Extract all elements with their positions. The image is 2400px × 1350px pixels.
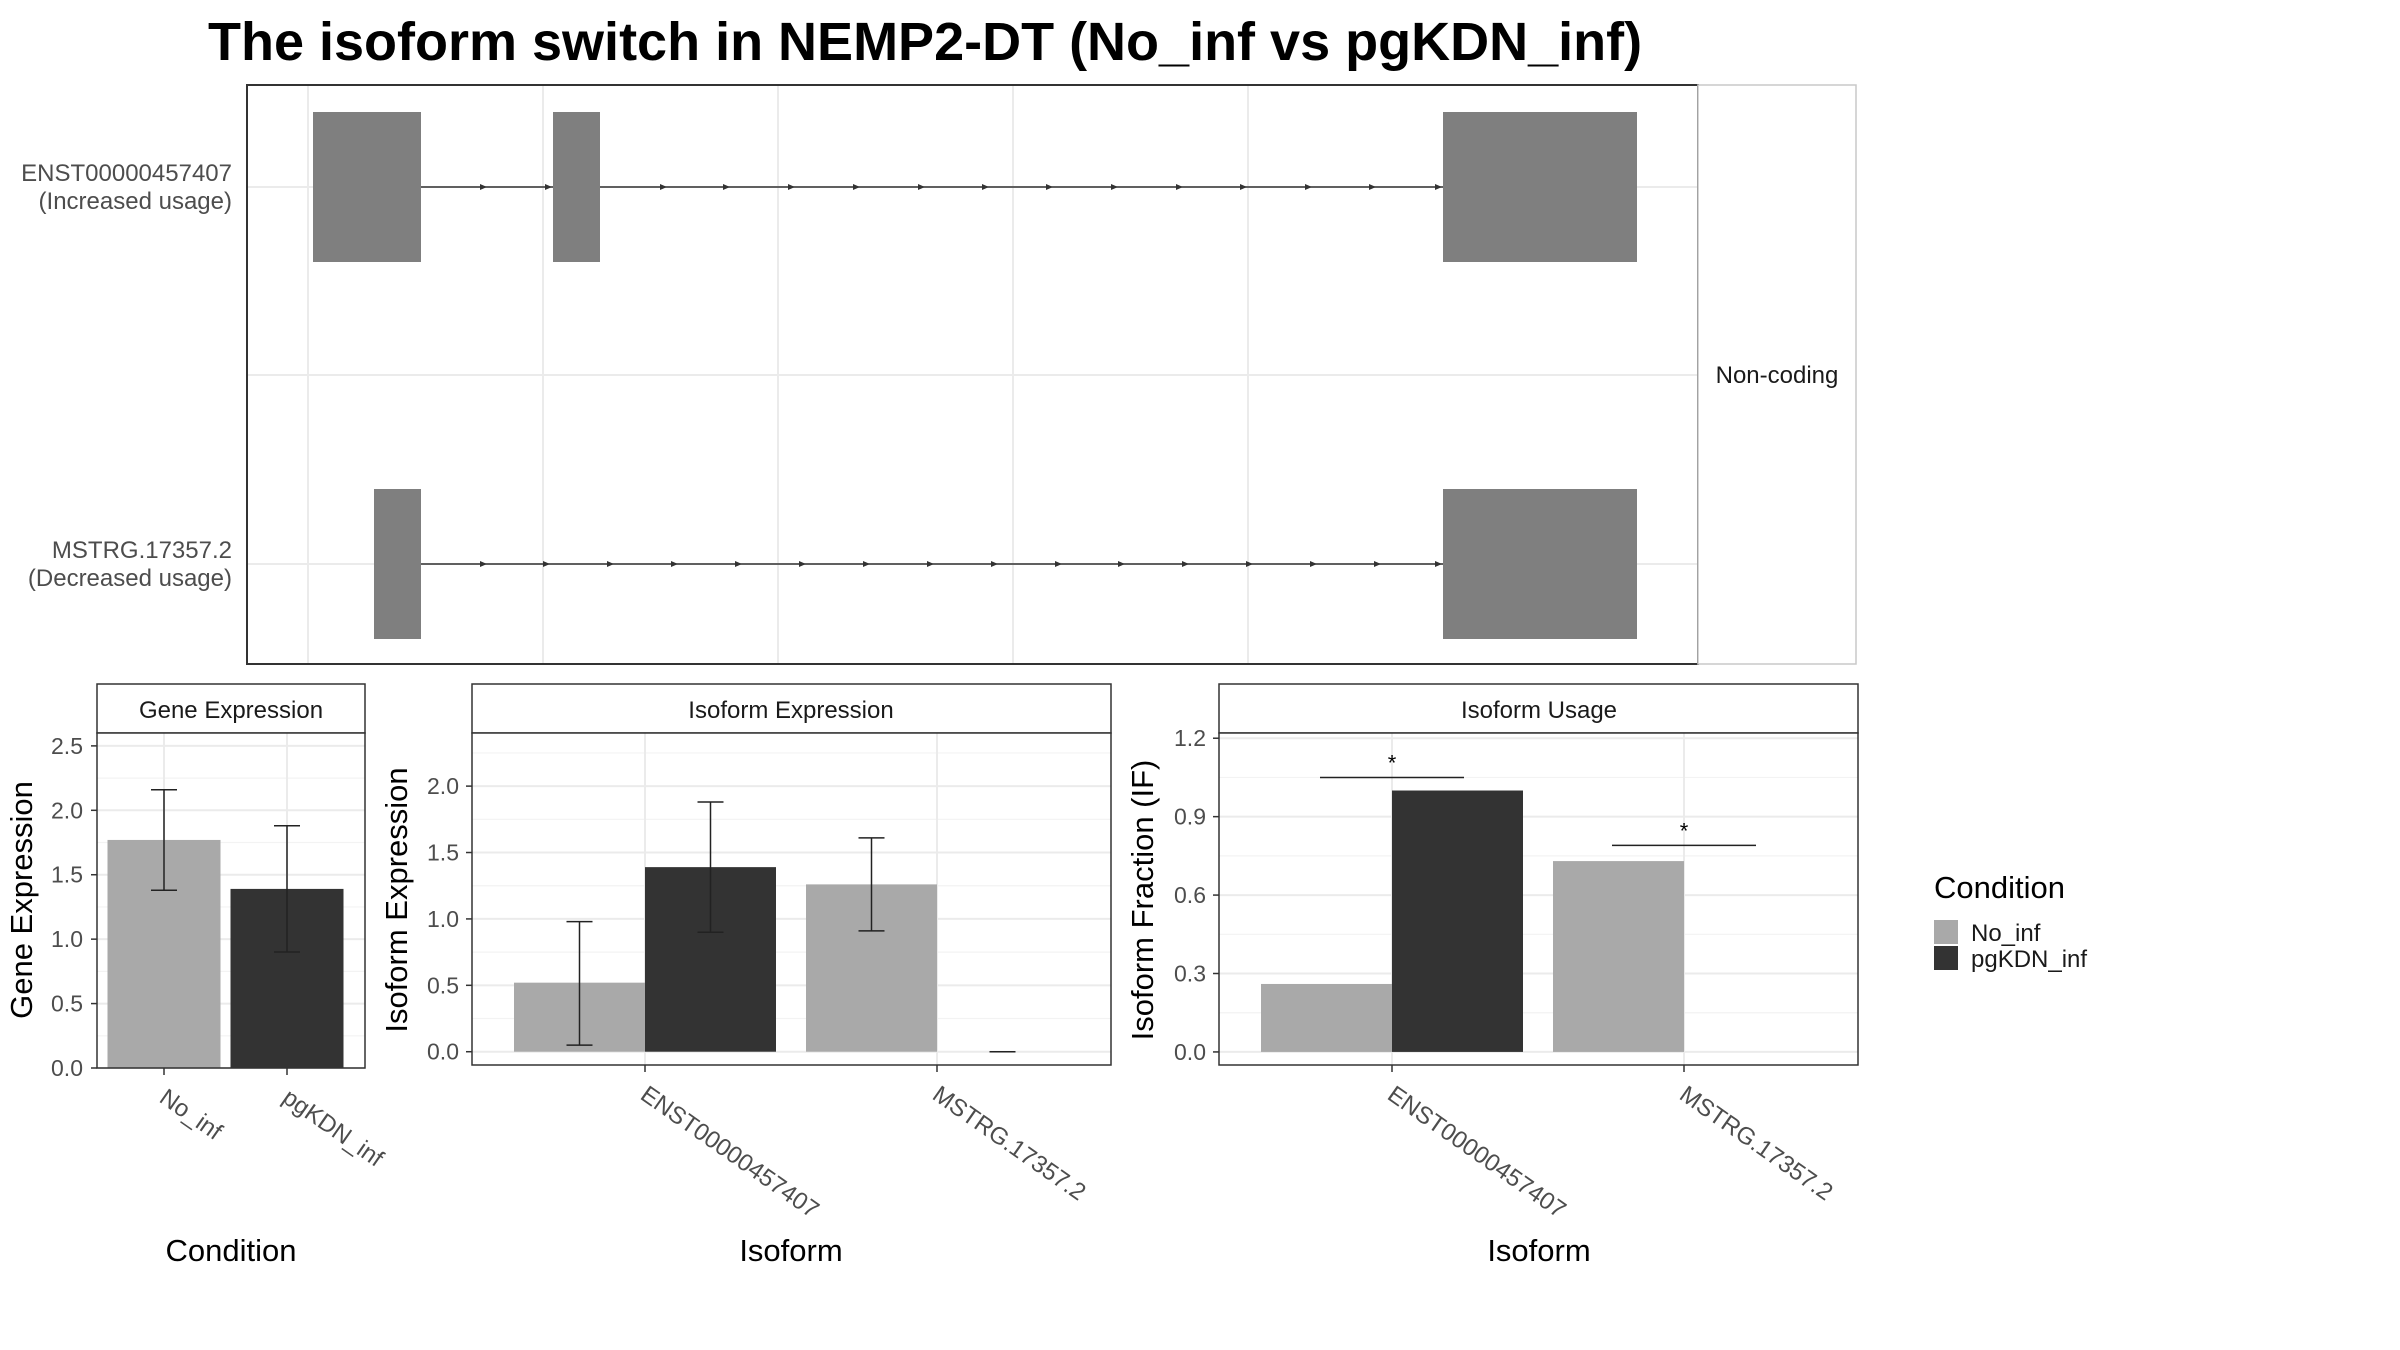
strand-arrow-2-3 — [671, 561, 678, 567]
gene-expression-xtick-label-0: No_inf — [155, 1084, 228, 1146]
isoform-expression-ytick-label-4: 2.0 — [427, 773, 459, 799]
strand-arrow-2-13 — [1310, 561, 1317, 567]
gene-expression-panel-title: Gene Expression — [139, 697, 323, 724]
gene-expression-x-label: Condition — [166, 1233, 297, 1268]
isoform-expression-ytick-label-2: 1.0 — [427, 906, 459, 932]
strand-arrow-2-1 — [543, 561, 550, 567]
strand-arrow-2-7 — [927, 561, 934, 567]
strand-arrow-2-15 — [1435, 561, 1442, 567]
isoform-usage-bar-0-0 — [1261, 983, 1392, 1052]
strand-arrow-2-8 — [991, 561, 998, 567]
isoform-usage-xtick-label-0: ENST00000457407 — [1383, 1081, 1571, 1224]
isoform-usage-significance-label-1: * — [1680, 818, 1689, 843]
legend-swatch-no-inf — [1934, 920, 1958, 944]
structure-strip-label: Non-coding — [1716, 362, 1839, 389]
isoform-expression-ytick-label-3: 1.5 — [427, 840, 459, 866]
structure-strip — [1697, 84, 1857, 665]
isoform-expression-xtick-label-1: MSTRG.17357.2 — [928, 1081, 1091, 1206]
strand-arrow-1-8 — [1046, 184, 1053, 190]
legend-label-pgkdn-inf: pgKDN_inf — [1971, 946, 2087, 973]
strand-arrow-1-0 — [480, 184, 487, 190]
strand-arrow-1-4 — [788, 184, 795, 190]
strand-arrow-1-14 — [1435, 184, 1442, 190]
legend-swatch-pgkdn-inf — [1934, 946, 1958, 970]
isoform-usage-plot-layer: * * 0.0 0.3 0.6 0.9 1.2 ENST00000457407 MSTRG.17… — [1174, 683, 1859, 1224]
gene-expression-plot-layer: 0.0 0.5 1.0 1.5 2.0 2.5 No_inf pgKDN_inf — [51, 683, 389, 1173]
transcript-label-2-id: MSTRG.17357.2 — [52, 537, 232, 564]
strand-arrow-1-12 — [1305, 184, 1312, 190]
strand-arrow-2-14 — [1374, 561, 1381, 567]
exon-2-2 — [1443, 489, 1637, 639]
structure-transcripts — [313, 112, 1637, 639]
isoform-usage-bar-1-0 — [1553, 861, 1684, 1052]
strand-arrow-1-9 — [1111, 184, 1118, 190]
isoform-expression-ytick-label-1: 0.5 — [427, 972, 459, 998]
gene-expression-ytick-label-4: 2.0 — [51, 797, 83, 823]
isoform-expression-ytick-label-0: 0.0 — [427, 1039, 459, 1065]
strand-arrow-2-10 — [1118, 561, 1125, 567]
legend: Condition No_inf pgKDN_inf — [1934, 870, 2087, 973]
isoform-usage-y-label: Isoform Fraction (IF) — [1125, 760, 1160, 1041]
strand-arrow-2-0 — [480, 561, 487, 567]
strand-arrow-1-7 — [982, 184, 989, 190]
gene-expression-ytick-label-1: 0.5 — [51, 991, 83, 1017]
figure-title: The isoform switch in NEMP2-DT (No_inf v… — [208, 12, 1642, 72]
strand-arrow-1-1 — [545, 184, 552, 190]
isoform-usage-ytick-label-2: 0.6 — [1174, 882, 1206, 908]
strand-arrow-1-2 — [660, 184, 667, 190]
isoform-expression-y-label: Isoform Expression — [379, 767, 414, 1032]
gene-expression-xtick-label-1: pgKDN_inf — [278, 1084, 389, 1173]
strand-arrow-1-13 — [1369, 184, 1376, 190]
isoform-expression-xtick-label-0: ENST00000457407 — [636, 1081, 824, 1224]
strand-arrow-2-4 — [735, 561, 742, 567]
exon-1-2 — [553, 112, 600, 262]
gene-expression-strip — [96, 683, 366, 734]
isoform-usage-ytick-label-1: 0.3 — [1174, 961, 1206, 987]
gene-expression-plot-border — [96, 732, 366, 1069]
isoform-expression-plot-border — [471, 732, 1112, 1066]
strand-arrow-2-5 — [799, 561, 806, 567]
transcript-label-2-note: (Decreased usage) — [28, 565, 232, 592]
gene-structure-panel: Non-coding ENST00000457407 (Increased us… — [21, 84, 1857, 665]
strand-arrow-1-3 — [723, 184, 730, 190]
strand-arrow-1-5 — [853, 184, 860, 190]
exon-1-3 — [1443, 112, 1637, 262]
gene-expression-panel: 0.0 0.5 1.0 1.5 2.0 2.5 No_inf pgKDN_inf Gene E… — [4, 683, 389, 1268]
strand-arrow-1-10 — [1176, 184, 1183, 190]
isoform-expression-strip — [471, 683, 1112, 734]
isoform-usage-ytick-label-0: 0.0 — [1174, 1039, 1206, 1065]
legend-label-no-inf: No_inf — [1971, 920, 2041, 947]
isoform-usage-x-label: Isoform — [1487, 1233, 1590, 1268]
strand-arrow-2-11 — [1182, 561, 1189, 567]
strand-arrow-2-12 — [1246, 561, 1253, 567]
isoform-usage-ytick-label-4: 1.2 — [1174, 725, 1206, 751]
isoform-usage-significance-label-0: * — [1388, 750, 1397, 775]
transcript-label-1-note: (Increased usage) — [39, 188, 232, 215]
gene-expression-ytick-label-5: 2.5 — [51, 733, 83, 759]
isoform-usage-xtick-label-1: MSTRG.17357.2 — [1675, 1081, 1838, 1206]
strand-arrow-2-2 — [607, 561, 614, 567]
gene-expression-ytick-label-0: 0.0 — [51, 1055, 83, 1081]
legend-title: Condition — [1934, 870, 2065, 905]
transcript-label-1-id: ENST00000457407 — [21, 160, 232, 187]
gene-expression-y-label: Gene Expression — [4, 781, 39, 1019]
isoform-usage-bar-0-1 — [1392, 790, 1523, 1052]
exon-2-1 — [374, 489, 421, 639]
isoform-usage-ytick-label-3: 0.9 — [1174, 804, 1206, 830]
isoform-expression-x-label: Isoform — [739, 1233, 842, 1268]
gene-expression-ytick-label-2: 1.0 — [51, 926, 83, 952]
exon-1-1 — [313, 112, 421, 262]
isoform-expression-plot-layer: 0.0 0.5 1.0 1.5 2.0 ENST00000457407 MSTRG.1735… — [427, 683, 1112, 1224]
strand-arrow-2-6 — [863, 561, 870, 567]
isoform-usage-plot-border — [1218, 732, 1859, 1066]
strand-arrow-1-11 — [1240, 184, 1247, 190]
isoform-expression-panel-title: Isoform Expression — [688, 697, 893, 724]
isoform-usage-panel-title: Isoform Usage — [1461, 697, 1617, 724]
isoform-expression-panel: 0.0 0.5 1.0 1.5 2.0 ENST00000457407 MSTRG.1735… — [379, 683, 1112, 1268]
gene-expression-ytick-label-3: 1.5 — [51, 862, 83, 888]
strand-arrow-2-9 — [1055, 561, 1062, 567]
isoform-usage-panel: * * 0.0 0.3 0.6 0.9 1.2 ENST00000457407 MSTRG.17… — [1125, 683, 1859, 1268]
strand-arrow-1-6 — [918, 184, 925, 190]
